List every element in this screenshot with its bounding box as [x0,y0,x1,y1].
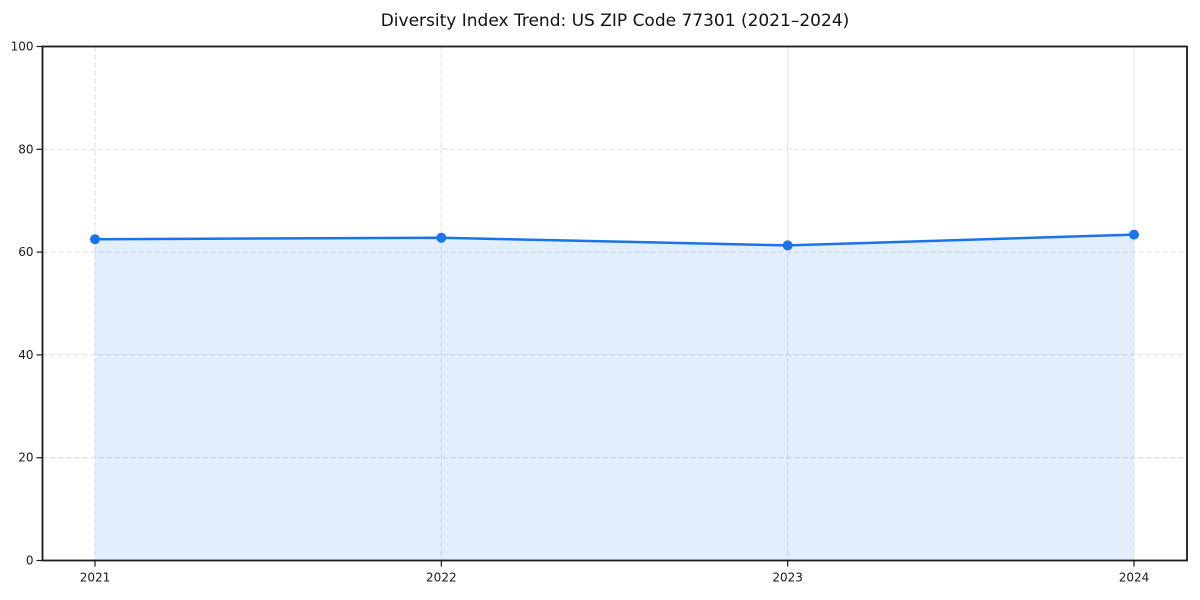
y-tick-label: 100 [11,40,34,54]
chart-title: Diversity Index Trend: US ZIP Code 77301… [380,11,850,31]
y-tick-label: 0 [26,554,34,568]
data-point [1129,229,1139,240]
x-tick-label: 2023 [772,571,803,585]
x-tick-label: 2024 [1119,571,1150,585]
plot-border [41,45,1188,562]
data-point [90,234,100,245]
y-tick-label: 20 [18,451,33,465]
trend-line [93,233,1136,247]
area-fill [95,234,1134,561]
x-tick-label: 2021 [80,571,111,585]
data-point [436,232,447,243]
y-tick-label: 80 [18,142,33,156]
data-point [782,240,793,251]
y-tick-label: 60 [18,245,33,259]
y-tick-label: 40 [18,348,33,362]
x-tick-label: 2022 [426,571,457,585]
